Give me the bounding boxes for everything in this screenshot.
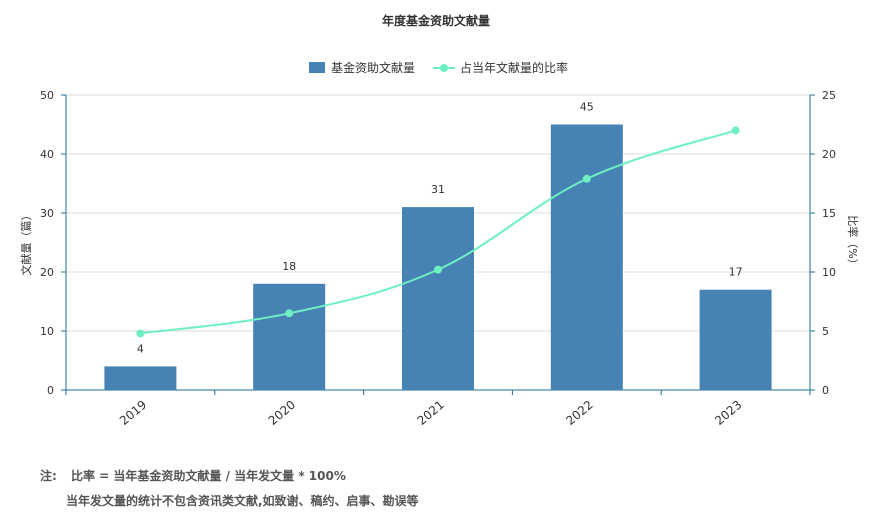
- bar: [402, 207, 474, 390]
- footnote-formula: 比率 = 当年基金资助文献量 / 当年发文量 * 100%: [71, 469, 346, 483]
- chart-title: 年度基金资助文献量: [382, 13, 490, 28]
- x-tick-label: 2022: [563, 398, 595, 428]
- legend-label-line: 占当年文献量的比率: [460, 60, 568, 75]
- y-left-tick-label: 10: [40, 325, 54, 338]
- bar-data-label: 4: [137, 342, 144, 355]
- bar-data-label: 18: [282, 260, 296, 273]
- y-right-tick-label: 5: [822, 325, 829, 338]
- y-left-tick-label: 0: [47, 384, 54, 397]
- ratio-point: [136, 329, 145, 338]
- ratio-point: [731, 126, 740, 135]
- footnote-line-2: 当年发文量的统计不包含资讯类文献,如致谢、稿约、启事、勘误等: [66, 494, 419, 508]
- x-tick-label: 2019: [117, 398, 149, 428]
- footnote-line-1: 注: 比率 = 当年基金资助文献量 / 当年发文量 * 100%: [40, 467, 346, 484]
- y-right-axis-title: 比率（%）: [846, 215, 860, 269]
- x-tick-label: 2023: [712, 398, 744, 428]
- y-left-tick-label: 20: [40, 266, 54, 279]
- y-left-axis-title: 文献量（篇）: [19, 210, 33, 276]
- y-left-tick-label: 40: [40, 148, 54, 161]
- y-right-tick-label: 20: [822, 148, 836, 161]
- y-left-tick-label: 50: [40, 89, 54, 102]
- bar: [104, 366, 177, 390]
- bar: [699, 289, 772, 390]
- y-right-tick-label: 25: [822, 89, 836, 102]
- y-right-tick-label: 10: [822, 266, 836, 279]
- y-left-tick-label: 30: [40, 207, 54, 220]
- bar-data-label: 17: [729, 266, 743, 279]
- ratio-point: [285, 309, 294, 318]
- footnote-label: 注:: [40, 469, 57, 483]
- bar-data-label: 45: [580, 101, 594, 114]
- y-right-tick-label: 15: [822, 207, 836, 220]
- legend-label-bar: 基金资助文献量: [331, 60, 415, 75]
- y-right-tick-label: 0: [822, 384, 829, 397]
- bar-data-label: 31: [431, 183, 445, 196]
- legend-swatch-bar: [309, 62, 325, 73]
- ratio-point: [582, 174, 591, 183]
- x-tick-label: 2021: [415, 398, 447, 428]
- x-tick-label: 2020: [266, 398, 298, 428]
- bar: [550, 124, 623, 390]
- bar: [253, 283, 326, 390]
- ratio-point: [434, 265, 442, 274]
- legend-marker-line: [440, 64, 448, 72]
